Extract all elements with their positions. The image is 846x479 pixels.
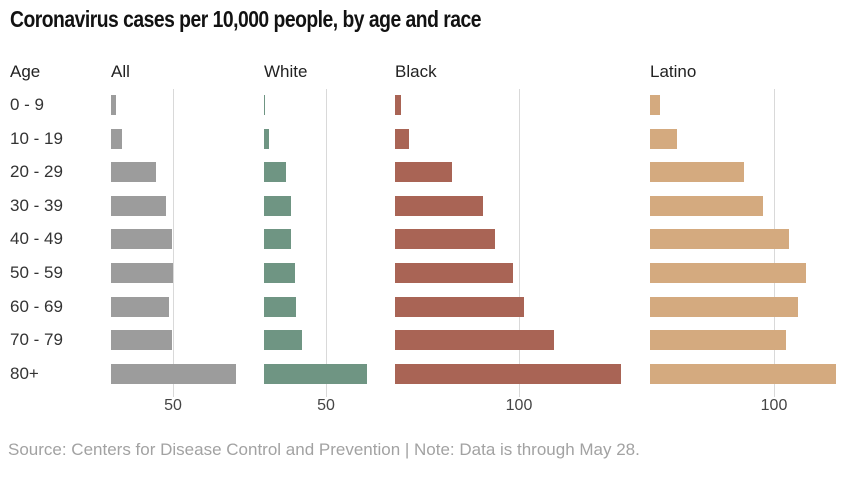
bar-latino-0-9 xyxy=(650,95,660,115)
age-label-0-9: 0 - 9 xyxy=(10,95,45,114)
age-label-20-29: 20 - 29 xyxy=(10,162,63,182)
bar-black-80 xyxy=(395,363,621,384)
bar-all-10-19 xyxy=(111,128,123,149)
bar-all-40-49 xyxy=(111,229,172,250)
chart-title: Coronavirus cases per 10,000 people, by … xyxy=(10,6,481,32)
bar-all-70-79 xyxy=(111,330,172,351)
bar-latino-80 xyxy=(650,363,836,384)
age-label-10-19: 10 - 19 xyxy=(10,128,63,148)
bar-latino-30-39 xyxy=(650,195,763,216)
bar-latino-20-29 xyxy=(650,162,745,183)
bar-latino-50-59 xyxy=(650,263,807,283)
bar-black-20-29 xyxy=(395,162,453,183)
bar-white-80 xyxy=(264,363,367,384)
bar-black-60-69 xyxy=(395,296,524,317)
bar-white-60-69 xyxy=(264,296,297,317)
source-note: Source: Centers for Disease Control and … xyxy=(8,440,640,459)
column-header-latino: Latino xyxy=(650,62,697,81)
age-label-80: 80+ xyxy=(10,363,39,383)
bar-latino-40-49 xyxy=(650,229,789,250)
bar-latino-70-79 xyxy=(650,330,787,351)
column-header-white: White xyxy=(264,62,308,81)
axis-gridline-white xyxy=(326,89,327,397)
bar-latino-10-19 xyxy=(650,128,678,149)
column-header-black: Black xyxy=(395,62,437,81)
age-label-30-39: 30 - 39 xyxy=(10,195,63,215)
bar-white-20-29 xyxy=(264,162,287,183)
bar-white-40-49 xyxy=(264,229,292,250)
bar-all-0-9 xyxy=(111,95,116,115)
bar-all-50-59 xyxy=(111,263,173,283)
bar-all-30-39 xyxy=(111,195,166,216)
bar-black-0-9 xyxy=(395,95,402,115)
bar-latino-60-69 xyxy=(650,296,798,317)
bar-white-50-59 xyxy=(264,263,295,283)
bar-all-80 xyxy=(111,363,237,384)
axis-tick-label-white: 50 xyxy=(317,397,335,414)
age-label-70-79: 70 - 79 xyxy=(10,330,63,350)
axis-tick-label-black: 100 xyxy=(505,397,533,414)
axis-gridline-black xyxy=(519,89,520,397)
age-label-40-49: 40 - 49 xyxy=(10,229,63,249)
bar-all-20-29 xyxy=(111,162,156,183)
bar-black-30-39 xyxy=(395,195,484,216)
axis-tick-label-all: 50 xyxy=(164,397,182,414)
column-header-all: All xyxy=(111,62,130,81)
bar-white-30-39 xyxy=(264,195,292,216)
bar-black-40-49 xyxy=(395,229,496,250)
bar-black-10-19 xyxy=(395,128,409,149)
age-label-60-69: 60 - 69 xyxy=(10,296,63,316)
bar-white-10-19 xyxy=(264,128,269,149)
bar-white-0-9 xyxy=(264,95,266,115)
column-header-age: Age xyxy=(10,62,41,81)
bar-white-70-79 xyxy=(264,330,303,351)
bar-black-70-79 xyxy=(395,330,554,351)
age-label-50-59: 50 - 59 xyxy=(10,263,63,282)
bar-black-50-59 xyxy=(395,263,513,283)
axis-tick-label-latino: 100 xyxy=(760,397,788,414)
axis-gridline-all xyxy=(173,89,174,397)
bar-all-60-69 xyxy=(111,296,170,317)
